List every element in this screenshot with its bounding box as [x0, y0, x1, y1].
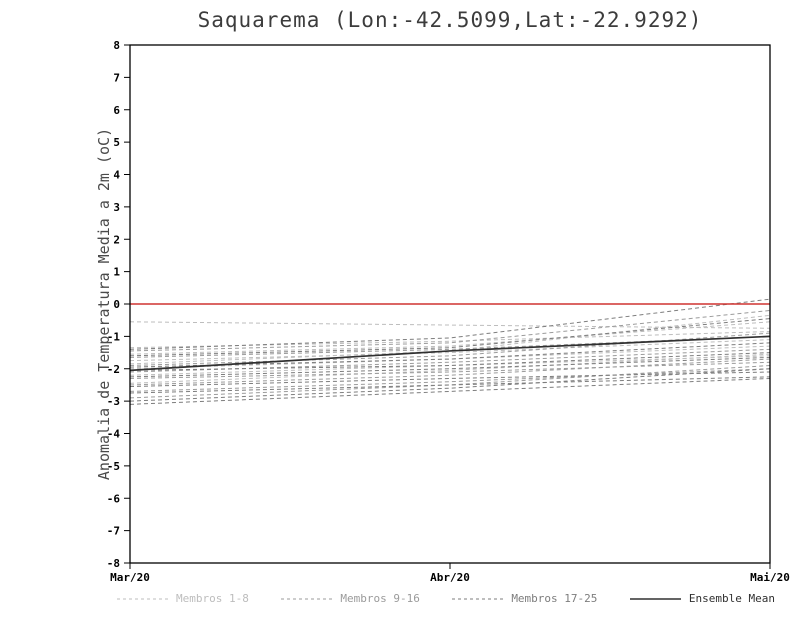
legend-item-membros-1-8: Membros 1-8	[115, 592, 249, 605]
member-line	[129, 368, 771, 392]
y-tick-label: 6	[113, 104, 120, 117]
y-tick-label: 2	[113, 233, 120, 246]
ensemble-mean-line-icon	[629, 597, 681, 600]
legend-item-ensemble-mean: Ensemble Mean	[628, 592, 775, 605]
member-line	[129, 342, 771, 368]
axis-frame	[129, 44, 771, 564]
member-line	[129, 358, 771, 386]
member-line	[129, 345, 771, 370]
y-tick-label: 7	[113, 71, 120, 84]
x-tick-label: Mar/20	[110, 571, 150, 584]
member-line	[129, 356, 771, 378]
y-tick-label: -4	[107, 428, 121, 441]
membros-9-16-line-icon	[281, 598, 333, 599]
member-line	[129, 376, 771, 394]
plot-area: -8 -7 -6 -5 -4 -3 -2 -1 0 1 2 3 4 5 6 7 8 Mar/20 Abr/20 Mai…	[107, 39, 790, 584]
y-tick-label: 0	[113, 298, 120, 311]
member-line	[129, 352, 771, 371]
chart-title: Saquarema (Lon:-42.5099,Lat:-22.9292)	[197, 8, 703, 32]
member-line	[129, 361, 771, 379]
legend-item-membros-17-25: Membros 17-25	[450, 592, 597, 605]
legend-label: Membros 1-8	[176, 592, 249, 605]
y-tick-label: 4	[113, 169, 120, 182]
member-line	[129, 321, 771, 329]
member-line	[129, 321, 771, 355]
legend-label: Membros 9-16	[340, 592, 420, 605]
member-line	[129, 371, 771, 388]
y-tick-label: 8	[113, 39, 120, 52]
member-line	[129, 298, 771, 350]
y-tick-label: -3	[107, 395, 120, 408]
member-line	[129, 335, 771, 358]
membros-1-8-line-icon	[117, 598, 168, 599]
y-tick-label: -7	[107, 525, 120, 538]
member-line	[129, 365, 771, 399]
member-line	[129, 332, 771, 367]
member-line	[129, 314, 771, 365]
legend-item-membros-9-16: Membros 9-16	[279, 592, 420, 605]
y-tick-label: -5	[107, 460, 120, 473]
y-tick-label: 3	[113, 201, 120, 214]
member-line	[129, 368, 771, 402]
member-line	[129, 348, 771, 373]
member-line	[129, 331, 771, 349]
member-line	[129, 377, 771, 405]
y-tick-label: 1	[113, 266, 120, 279]
member-line	[129, 353, 771, 384]
y-tick-label: -1	[107, 330, 121, 343]
y-tick-label: 5	[113, 136, 120, 149]
legend-label: Ensemble Mean	[688, 592, 775, 605]
membros-17-25-line-icon	[452, 598, 504, 599]
member-line	[129, 355, 771, 376]
member-line	[129, 309, 771, 352]
y-tick-label: -2	[107, 363, 120, 376]
x-tick-label: Mai/20	[750, 571, 790, 584]
member-line	[129, 339, 771, 362]
legend: Membros 1-8 Membros 9-16 Membros 17-25 E…	[115, 592, 775, 605]
x-tick-label: Abr/20	[430, 571, 470, 584]
ensemble-mean-line	[129, 335, 771, 372]
y-tick-label: -8	[107, 557, 120, 570]
legend-label: Membros 17-25	[511, 592, 598, 605]
y-tick-label: -6	[107, 492, 121, 505]
member-line	[129, 318, 771, 357]
